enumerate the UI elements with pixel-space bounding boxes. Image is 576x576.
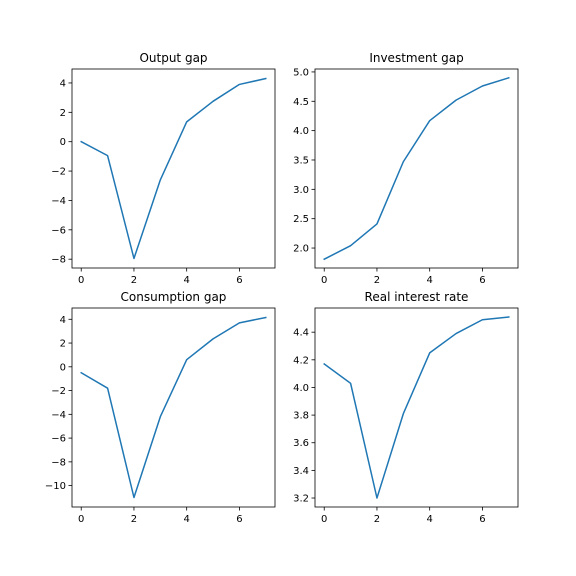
panel-real-interest-rate: Real interest rate 0 2 4 6 3.2 3.4 3.6 3.8 4.0 4.…	[293, 290, 519, 525]
panel-title: Consumption gap	[121, 290, 227, 304]
y-tick-label: −8	[51, 255, 66, 266]
y-tick-label: 3.6	[293, 438, 309, 449]
y-tick-label: 4	[60, 315, 66, 326]
x-tick-label: 6	[236, 275, 242, 286]
axes-frame	[71, 307, 276, 508]
panel-investment-gap: Investment gap 0 2 4 6 2.0 2.5 3.0 3.5 4.0 4.5 5.0	[293, 51, 519, 286]
x-tick-label: 0	[78, 275, 84, 286]
x-tick-label: 4	[183, 275, 189, 286]
y-tick-label: 5.0	[293, 67, 309, 78]
axes-frame	[314, 307, 519, 508]
y-tick-label: −10	[45, 481, 66, 492]
y-tick-label: 4.0	[293, 383, 309, 394]
series-line-consumption-gap	[80, 316, 267, 499]
y-tick-label: −6	[51, 434, 66, 445]
y-tick-label: 3.4	[293, 466, 309, 477]
x-tick-label: 6	[236, 514, 242, 525]
point-group	[324, 316, 509, 499]
y-tick-label: −4	[51, 410, 66, 421]
panel-title: Output gap	[139, 51, 207, 65]
y-tick-label: 2.5	[293, 214, 309, 225]
series-line-output-gap	[80, 77, 267, 260]
y-tick-label: 4.4	[293, 328, 309, 339]
y-tick-label: 4.2	[293, 355, 309, 366]
series-line-real-interest-rate	[323, 316, 510, 499]
point-group	[81, 78, 266, 259]
x-tick-label: 2	[374, 514, 380, 525]
series-line-investment-gap	[323, 76, 510, 261]
y-tick-label: 0	[60, 137, 66, 148]
axes-frame	[71, 68, 276, 269]
y-tick-label: 2	[60, 339, 66, 350]
x-tick-label: 6	[479, 275, 485, 286]
y-tick-label: 3.0	[293, 185, 309, 196]
x-tick-label: 4	[426, 514, 432, 525]
x-tick-label: 0	[321, 275, 327, 286]
y-tick-label: −2	[51, 386, 66, 397]
y-tick-label: −8	[51, 457, 66, 468]
x-tick-label: 4	[426, 275, 432, 286]
x-tick-label: 2	[131, 514, 137, 525]
y-tick-label: 2.0	[293, 244, 309, 255]
y-tick-label: 4.5	[293, 97, 309, 108]
panel-title: Real interest rate	[365, 290, 469, 304]
point-group	[81, 317, 266, 498]
y-tick-label: 3.2	[293, 494, 309, 505]
x-tick-label: 0	[321, 514, 327, 525]
x-tick-label: 2	[374, 275, 380, 286]
point-group	[324, 77, 509, 260]
y-tick-label: 0	[60, 362, 66, 373]
x-tick-label: 0	[78, 514, 84, 525]
tick-group: 0 2 4 6 −10 −8 −6 −4 −2 0 2 4	[45, 315, 243, 525]
y-tick-label: 2	[60, 108, 66, 119]
y-tick-label: 4	[60, 78, 66, 89]
tick-group: 0 2 4 6 3.2 3.4 3.6 3.8 4.0 4.2 4.4	[293, 328, 486, 525]
panel-consumption-gap: Consumption gap 0 2 4 6 −10 −8 −6 −4 −2 0 2 4	[45, 290, 276, 525]
axes-frame	[314, 68, 519, 269]
y-tick-label: 3.5	[293, 155, 309, 166]
y-tick-label: −2	[51, 167, 66, 178]
x-tick-label: 6	[479, 514, 485, 525]
tick-group: 0 2 4 6 2.0 2.5 3.0 3.5 4.0 4.5 5.0	[293, 67, 486, 286]
panel-output-gap: Output gap 0 2 4 6 −8 −6 −4 −2 0 2 4	[51, 51, 276, 286]
y-tick-label: 4.0	[293, 126, 309, 137]
panel-title: Investment gap	[369, 51, 463, 65]
tick-group: 0 2 4 6 −8 −6 −4 −2 0 2 4	[51, 78, 242, 286]
y-tick-label: −6	[51, 225, 66, 236]
y-tick-label: −4	[51, 196, 66, 207]
x-tick-label: 2	[131, 275, 137, 286]
x-tick-label: 4	[183, 514, 189, 525]
y-tick-label: 3.8	[293, 411, 309, 422]
